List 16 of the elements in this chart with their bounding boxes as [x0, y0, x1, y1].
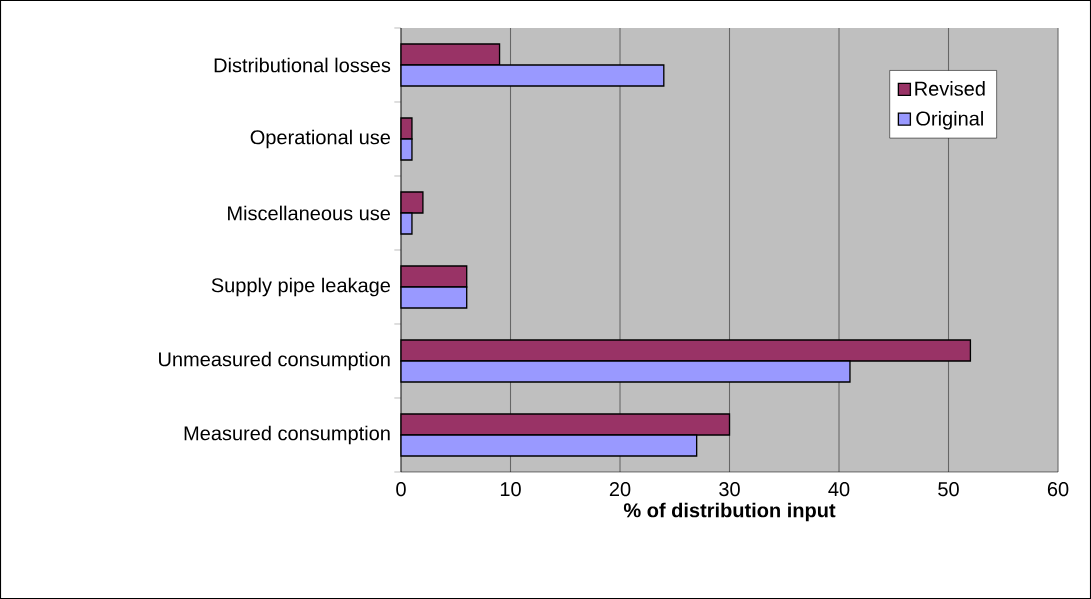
- legend-label: Original: [916, 110, 983, 130]
- y-tick-label: Miscellaneous use: [228, 205, 391, 221]
- y-tick-label: Measured consumption: [184, 425, 390, 445]
- y-tick-label: Supply pipe leakage: [211, 277, 391, 297]
- x-tick-label: 30: [719, 482, 740, 497]
- legend-label: Revised: [915, 81, 985, 96]
- x-axis-title: % of distribution input: [623, 502, 836, 522]
- y-tick-label: Operational use: [250, 129, 391, 149]
- x-tick-label: 0: [396, 482, 406, 497]
- y-tick-label: Distributional losses: [214, 57, 391, 73]
- x-tick-label: 50: [938, 482, 959, 497]
- y-tick-label: Unmeasured consumption: [159, 351, 390, 371]
- x-tick-label: 60: [1047, 482, 1069, 497]
- x-tick-label: 10: [500, 482, 521, 497]
- x-tick-label: 40: [828, 482, 850, 497]
- x-tick-label: 20: [609, 482, 631, 497]
